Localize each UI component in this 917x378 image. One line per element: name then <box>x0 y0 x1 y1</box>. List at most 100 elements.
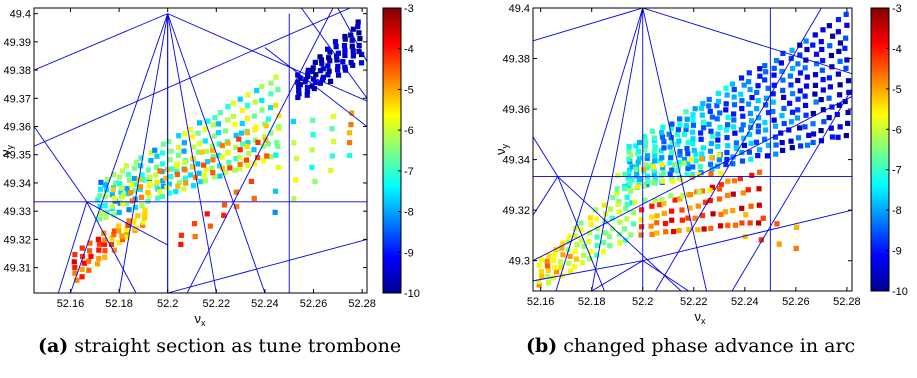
data-point <box>715 90 721 96</box>
data-point <box>644 153 651 159</box>
data-point <box>358 60 365 66</box>
data-point <box>651 138 658 144</box>
resonance-line <box>86 201 137 293</box>
data-point <box>142 215 148 221</box>
data-point <box>629 200 635 206</box>
data-point <box>770 99 776 105</box>
data-point <box>810 131 817 137</box>
data-point <box>756 115 762 121</box>
data-point <box>600 249 607 255</box>
data-point <box>754 89 760 96</box>
data-point <box>828 125 834 131</box>
data-point <box>237 147 243 153</box>
data-point <box>652 175 658 181</box>
data-point <box>779 139 785 146</box>
data-point <box>802 124 808 130</box>
data-point <box>803 38 809 44</box>
data-point <box>588 221 594 227</box>
y-tick-label: 49.32 <box>502 205 530 217</box>
data-point <box>677 196 683 202</box>
data-point <box>643 138 649 145</box>
data-point <box>96 255 102 262</box>
data-point <box>602 219 608 225</box>
data-point <box>116 239 122 246</box>
data-point <box>748 203 754 209</box>
data-point <box>658 148 664 154</box>
data-point <box>205 118 211 124</box>
data-point <box>669 217 675 223</box>
data-point <box>560 252 566 258</box>
data-point <box>340 59 346 65</box>
data-point <box>690 136 696 142</box>
data-point <box>119 185 125 191</box>
data-point <box>159 150 166 156</box>
data-point <box>167 157 173 163</box>
data-point <box>722 209 729 215</box>
data-point <box>125 222 131 228</box>
data-point <box>668 125 675 131</box>
data-point <box>578 237 585 243</box>
data-point <box>724 192 731 199</box>
resonance-line <box>533 136 559 177</box>
data-point <box>699 188 705 194</box>
colorbar-tick-label: -9 <box>404 247 414 259</box>
data-point <box>97 193 103 199</box>
resonance-line <box>167 238 367 293</box>
data-point <box>684 116 690 122</box>
data-point <box>757 66 763 72</box>
data-point <box>175 145 182 151</box>
data-point <box>677 152 683 158</box>
colorbar-tick-label: -7 <box>404 166 414 178</box>
data-point <box>320 74 326 80</box>
data-point <box>636 180 642 186</box>
data-point <box>688 156 694 163</box>
data-point <box>755 83 761 89</box>
data-point <box>739 158 746 164</box>
data-point <box>160 178 166 184</box>
data-point <box>310 117 316 123</box>
data-point <box>346 152 353 159</box>
data-point <box>743 212 749 218</box>
data-point <box>835 29 841 35</box>
data-point <box>116 209 122 215</box>
data-point <box>763 102 769 108</box>
data-point <box>756 220 762 226</box>
data-point <box>330 138 337 145</box>
data-point <box>844 57 850 63</box>
data-point <box>594 234 600 240</box>
data-point <box>657 158 663 164</box>
data-point <box>749 94 755 101</box>
data-point <box>724 156 730 163</box>
data-point <box>101 241 108 247</box>
data-point <box>698 136 704 142</box>
data-point <box>803 83 810 89</box>
data-point <box>601 239 607 246</box>
data-point <box>700 101 706 107</box>
data-point <box>148 157 154 164</box>
colorbar-tick-label: -5 <box>892 84 902 96</box>
data-point <box>334 57 340 63</box>
data-point <box>812 82 819 88</box>
data-point <box>111 195 118 202</box>
data-point <box>202 126 208 132</box>
data-point <box>356 30 362 36</box>
data-point <box>676 227 682 234</box>
data-point <box>742 234 748 240</box>
data-point <box>652 152 658 159</box>
data-point <box>246 150 252 157</box>
data-point <box>670 228 677 235</box>
data-point <box>199 149 205 155</box>
data-point <box>245 162 251 169</box>
data-point <box>771 65 777 71</box>
data-point <box>201 172 207 179</box>
data-point <box>836 102 842 108</box>
x-tick-label: 52.22 <box>203 298 231 310</box>
data-point <box>755 123 762 129</box>
data-point <box>826 75 832 81</box>
y-tick-label: 49.38 <box>3 65 31 77</box>
data-point <box>196 120 203 126</box>
data-point <box>219 154 225 160</box>
data-point <box>730 154 736 160</box>
data-point <box>207 223 213 229</box>
data-point <box>633 167 639 173</box>
